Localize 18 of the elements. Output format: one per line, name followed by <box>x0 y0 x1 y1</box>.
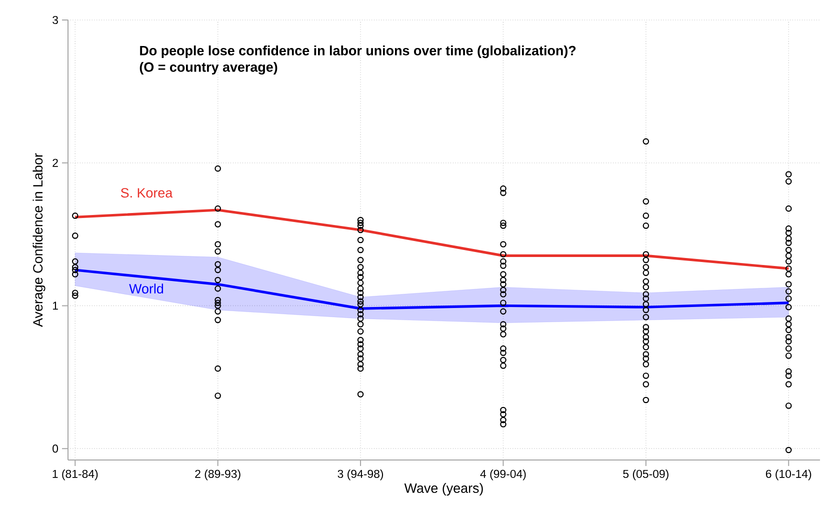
x-tick-label: 5 (05-09) <box>623 470 668 480</box>
series-label: World <box>129 284 164 294</box>
x-tick-label: 1 (81-84) <box>52 470 98 480</box>
line-series <box>74 208 790 270</box>
y-tick-label: 1 <box>52 302 58 310</box>
x-tick-label: 3 (94-98) <box>338 470 384 480</box>
x-axis-title: Wave (years) <box>404 483 483 496</box>
y-tick-label: 3 <box>52 16 58 24</box>
x-tick-label: 6 (10-14) <box>766 470 812 480</box>
line-series <box>74 268 790 310</box>
x-tick-label: 2 (89-93) <box>195 470 240 480</box>
y-tick-label: 2 <box>52 158 58 167</box>
text: Do people lose confidence in labor unions over time (globalization)? <box>140 46 576 58</box>
y-axis-title: Average Confidence in Labor <box>32 153 46 327</box>
series-label: S. Korea <box>120 188 173 198</box>
x-tick-label: 4 (99-04) <box>480 470 526 480</box>
y-tick-label: 0 <box>52 444 58 453</box>
text: (O = country average) <box>140 62 278 75</box>
